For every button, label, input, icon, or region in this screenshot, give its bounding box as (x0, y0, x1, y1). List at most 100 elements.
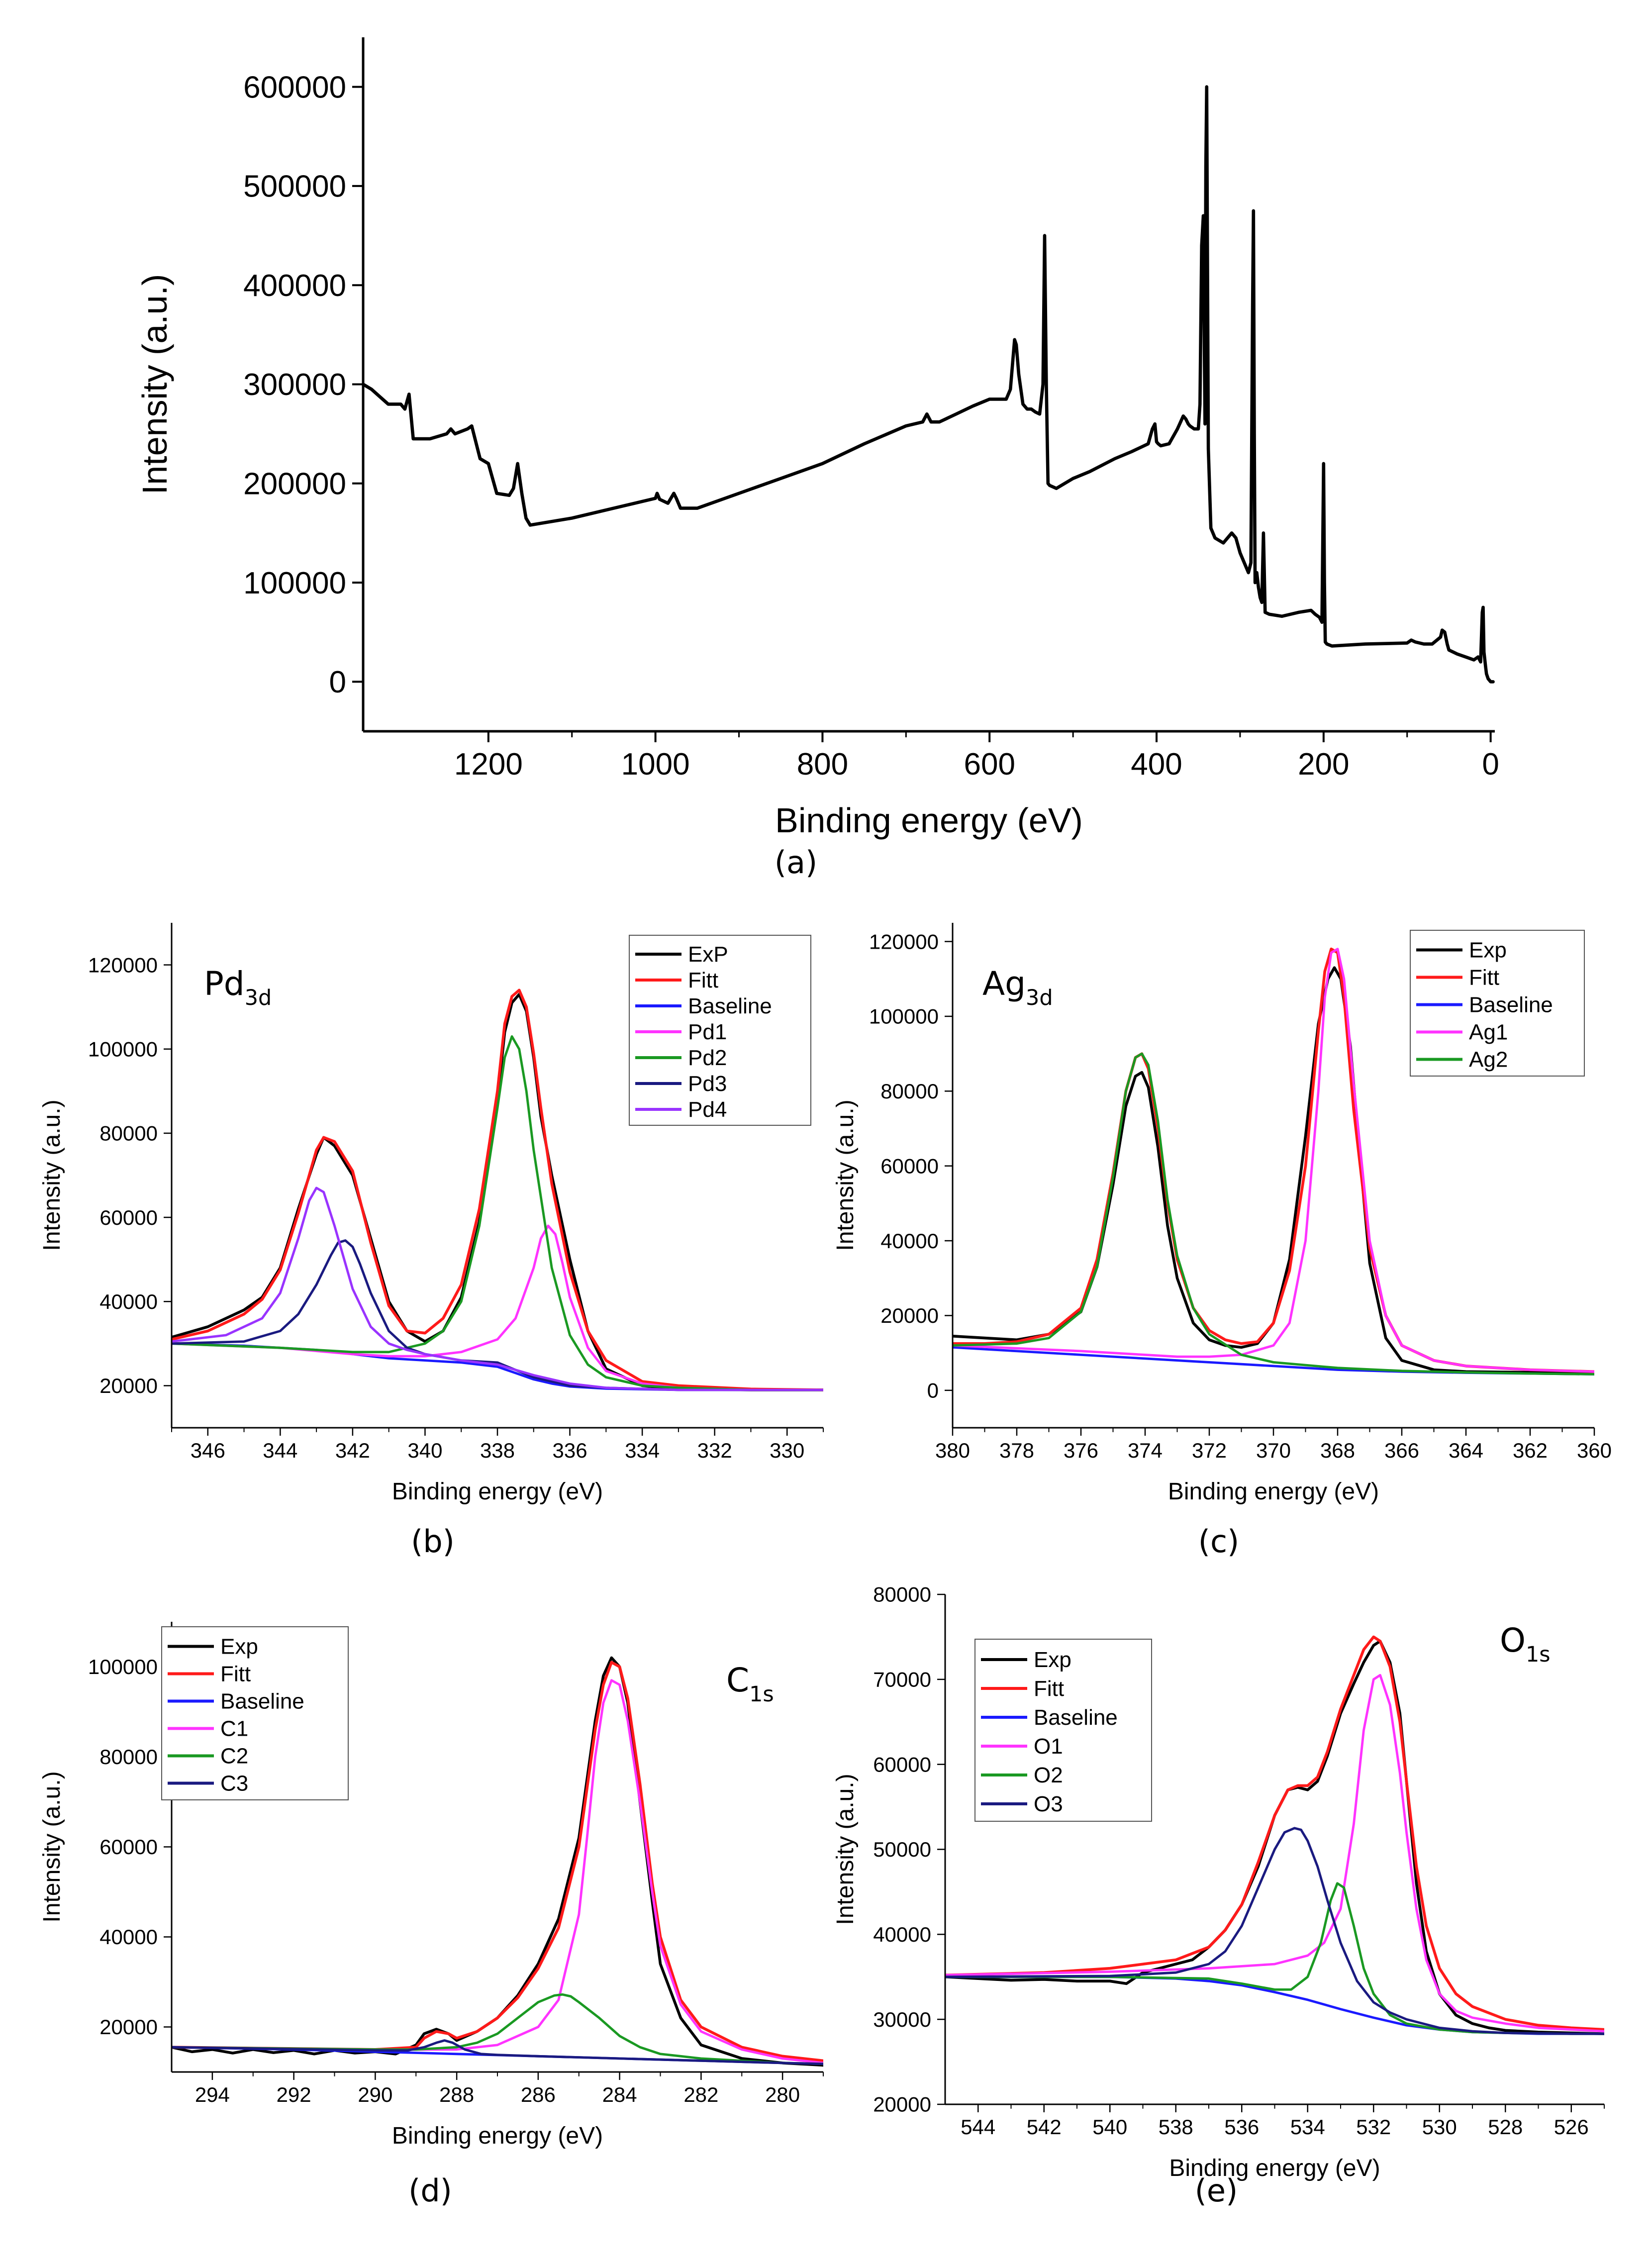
legend-label-pd2: Pd2 (688, 1046, 727, 1070)
x-tick-label: 600 (964, 747, 1015, 782)
chart-d: 20000 40000 60000 80000 100000 294 292 290 288 28… (39, 1622, 824, 2209)
legend-label-c2: C2 (220, 1744, 248, 1769)
legend-label-ag2: Ag2 (1469, 1048, 1508, 1072)
series-group (953, 947, 1594, 1376)
x-tick-label: 364 (1449, 1439, 1483, 1462)
series-group (172, 1656, 823, 2067)
series-line-exp (945, 1640, 1604, 2035)
series-line-fitt (172, 1661, 823, 2063)
x-tick-label: 334 (625, 1439, 660, 1462)
series-line-fitt (172, 988, 823, 1391)
y-tick-label: 80000 (873, 1583, 931, 1606)
element-label-sub: 3d (1026, 985, 1053, 1010)
y-tick-label: 60000 (99, 1206, 158, 1229)
x-tick-label: 344 (263, 1439, 297, 1462)
legend-label-fitt: Fitt (1034, 1676, 1064, 1701)
y-axis-label: Intensity (a.u.) (832, 1773, 859, 1925)
legend-label-exp: Exp (1034, 1648, 1071, 1672)
series-line-o2 (945, 1882, 1604, 2035)
x-tick-label: 374 (1128, 1439, 1163, 1462)
x-tick-label: 292 (277, 2083, 311, 2106)
series-line-pd1 (172, 1224, 823, 1391)
legend-label-c3: C3 (220, 1772, 248, 1796)
x-axis-label: Binding energy (eV) (392, 1478, 603, 1505)
x-tick-label: 290 (358, 2083, 392, 2106)
chart-b: 20000 40000 60000 80000 100000 120000 346 344 34… (39, 923, 824, 1560)
x-tick-label: 336 (553, 1439, 587, 1462)
x-tick-label: 530 (1422, 2115, 1457, 2139)
y-tick-label: 20000 (99, 2015, 158, 2039)
x-tick-label: 346 (191, 1439, 225, 1462)
x-tick-label: 332 (697, 1439, 732, 1462)
x-tick-label: 526 (1554, 2115, 1589, 2139)
x-tick-label: 200 (1298, 747, 1349, 782)
legend-label-pd1: Pd1 (688, 1020, 727, 1044)
x-tick-label: 538 (1159, 2115, 1193, 2139)
series-line-survey (363, 85, 1495, 684)
x-tick-label: 294 (195, 2083, 230, 2106)
legend-label-baseline: Baseline (688, 994, 772, 1018)
x-axis-label: Binding energy (eV) (775, 801, 1083, 840)
series-line-fitt (945, 1635, 1604, 2031)
legend-label-fitt: Fitt (220, 1662, 251, 1686)
y-axis-label: Intensity (a.u.) (39, 1099, 65, 1251)
y-tick-label: 30000 (873, 2008, 931, 2031)
x-tick-label: 286 (521, 2083, 556, 2106)
series-group (945, 1635, 1604, 2035)
y-tick-label: 60000 (99, 1835, 158, 1859)
legend-box (974, 1639, 1152, 1822)
y-tick-label: 80000 (99, 1122, 158, 1145)
series-line-baseline (172, 1342, 823, 1391)
legend-label-exp: ExP (688, 942, 728, 967)
x-tick-label: 340 (407, 1439, 442, 1462)
x-tick-label: 528 (1488, 2115, 1523, 2139)
y-tick-label: 400000 (243, 269, 346, 303)
legend-label-o2: O2 (1034, 1763, 1063, 1787)
y-tick-label: 20000 (873, 2093, 931, 2116)
legend-label-pd4: Pd4 (688, 1097, 727, 1122)
y-tick-label: 600000 (243, 70, 346, 104)
element-label-main: Pd (204, 965, 245, 1003)
panel-caption: (e) (1195, 2172, 1238, 2209)
chart-c: 0 20000 40000 60000 80000 100000 120000 380 378 3… (832, 923, 1612, 1560)
legend-label-o3: O3 (1034, 1792, 1063, 1816)
legend-label-ag1: Ag1 (1469, 1020, 1508, 1045)
series-group (172, 988, 823, 1391)
x-tick-label: 376 (1064, 1439, 1098, 1462)
x-axis-label: Binding energy (eV) (1169, 2155, 1380, 2181)
legend-label-baseline: Baseline (1469, 993, 1553, 1017)
legend-label-fitt: Fitt (1469, 966, 1499, 990)
x-tick-label: 540 (1092, 2115, 1127, 2139)
series-line-baseline (953, 1346, 1594, 1376)
panel-caption: (c) (1198, 1523, 1239, 1560)
series-line-c1 (172, 1679, 823, 2065)
x-tick-label: 380 (935, 1439, 970, 1462)
legend-box (161, 1626, 349, 1800)
y-tick-label: 40000 (873, 1923, 931, 1946)
chart-e: 20000 30000 40000 50000 60000 70000 80000 544 54… (832, 1583, 1605, 2209)
y-tick-label: 300000 (243, 368, 346, 402)
x-tick-label: 378 (999, 1439, 1034, 1462)
element-label-sub: 1s (1526, 1642, 1551, 1667)
legend-label-c1: C1 (220, 1717, 248, 1741)
element-label-main: Ag (982, 965, 1026, 1003)
legend-label-baseline: Baseline (220, 1689, 304, 1714)
series-line-ag2 (953, 1052, 1594, 1376)
x-tick-label: 800 (797, 747, 848, 782)
x-tick-label: 536 (1224, 2115, 1259, 2139)
x-tick-label: 366 (1384, 1439, 1419, 1462)
x-tick-label: 330 (770, 1439, 804, 1462)
series-line-o1 (945, 1674, 1604, 2033)
x-tick-label: 282 (683, 2083, 718, 2106)
x-tick-label: 280 (765, 2083, 800, 2106)
y-tick-label: 120000 (869, 930, 939, 953)
x-tick-label: 372 (1192, 1439, 1227, 1462)
y-tick-label: 100000 (869, 1005, 939, 1028)
series-line-o3 (945, 1827, 1604, 2035)
x-tick-label: 360 (1577, 1439, 1612, 1462)
y-tick-label: 20000 (880, 1304, 939, 1327)
y-tick-label: 20000 (99, 1374, 158, 1397)
x-tick-label: 284 (602, 2083, 637, 2106)
x-tick-label: 368 (1320, 1439, 1355, 1462)
